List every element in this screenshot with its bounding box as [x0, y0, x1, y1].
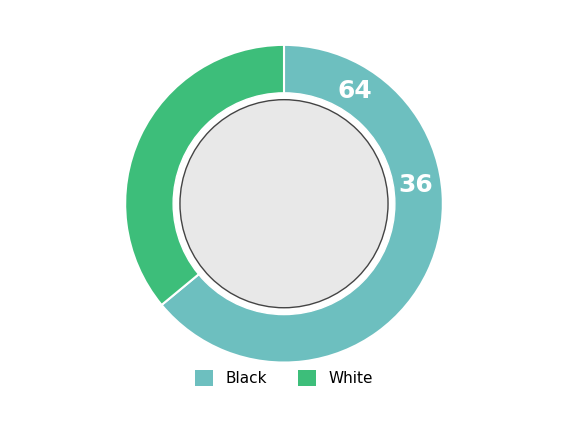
Text: 36: 36 — [399, 173, 433, 197]
Circle shape — [180, 100, 388, 308]
Circle shape — [173, 93, 395, 314]
Legend: Black, White: Black, White — [191, 366, 377, 391]
Text: 64: 64 — [337, 79, 372, 103]
Wedge shape — [162, 45, 443, 362]
Wedge shape — [125, 45, 284, 305]
